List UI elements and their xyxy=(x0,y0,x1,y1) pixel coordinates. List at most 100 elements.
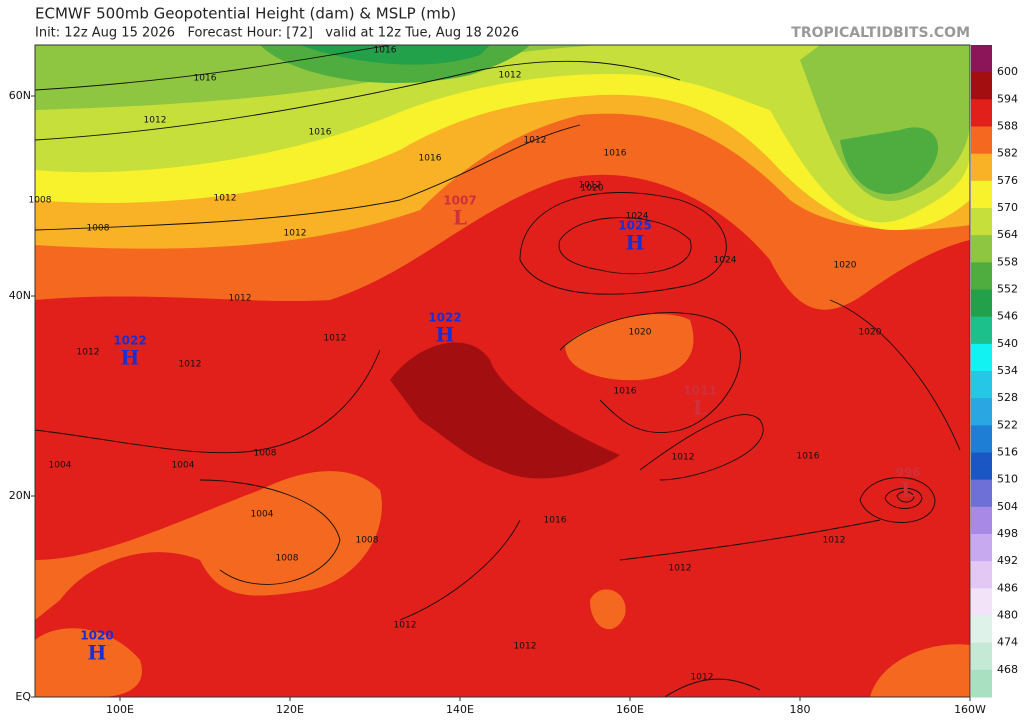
colorbar-swatch xyxy=(971,479,992,508)
center-letter: L xyxy=(453,206,467,230)
colorbar-swatch xyxy=(971,153,992,182)
colorbar-label: 522 xyxy=(997,418,1018,431)
contour-label: 1016 xyxy=(419,154,442,164)
colorbar-label: 588 xyxy=(997,120,1018,133)
contour-label: 1024 xyxy=(626,212,649,222)
colorbar-swatch xyxy=(971,506,992,535)
colorbar-swatch xyxy=(971,126,992,155)
contour-label: 1012 xyxy=(144,116,167,126)
contour-label: 1012 xyxy=(214,194,237,204)
center-pressure: 1020 xyxy=(80,629,113,643)
colorbar-swatch xyxy=(971,180,992,209)
contour-label: 1012 xyxy=(324,334,347,344)
lat-label: 20N xyxy=(9,489,31,502)
colorbar-label: 582 xyxy=(997,147,1018,160)
colorbar-label: 468 xyxy=(997,663,1018,676)
contour-label: 1008 xyxy=(29,196,52,206)
contour-label: 1012 xyxy=(672,453,695,463)
colorbar-swatch xyxy=(971,72,992,100)
lon-label: 160W xyxy=(954,703,986,716)
contour-label: 1020 xyxy=(581,184,604,194)
colorbar-swatch xyxy=(971,343,992,372)
colorbar-swatch xyxy=(971,289,992,318)
colorbar-label: 546 xyxy=(997,310,1018,323)
contour-label: 1012 xyxy=(284,229,307,239)
credit: TROPICALTIDBITS.COM xyxy=(791,25,970,41)
colorbar-label: 504 xyxy=(997,500,1018,513)
colorbar-label: 576 xyxy=(997,174,1018,187)
lon-label: 160E xyxy=(616,703,644,716)
center-pressure: 1025 xyxy=(618,219,651,233)
contour-label: 1020 xyxy=(629,328,652,338)
contour-label: 1008 xyxy=(254,449,277,459)
center-pressure: 996 xyxy=(895,466,920,480)
contour-label: 1016 xyxy=(604,149,627,159)
colorbar-swatch xyxy=(971,452,992,481)
colorbar-swatch xyxy=(971,669,992,698)
title: ECMWF 500mb Geopotential Height (dam) & … xyxy=(35,5,456,23)
map-frame xyxy=(34,44,971,698)
colorbar-label: 534 xyxy=(997,364,1018,377)
colorbar-label: 474 xyxy=(997,636,1018,649)
contour-label: 1020 xyxy=(834,261,857,271)
map-field xyxy=(35,45,970,697)
contour-label: 1008 xyxy=(356,536,379,546)
lon-label: 140E xyxy=(446,703,474,716)
colorbar-label: 540 xyxy=(997,337,1018,350)
colorbar-label: 498 xyxy=(997,527,1018,540)
colorbar-label: 594 xyxy=(997,92,1018,105)
colorbar-swatch xyxy=(971,398,992,426)
colorbar: 600 594 588 582 576 570 564 558 552 546 540 534 528 5… xyxy=(971,45,1018,698)
colorbar-swatch xyxy=(971,561,992,589)
contour-label: 1004 xyxy=(49,461,72,471)
colorbar-swatch xyxy=(971,642,992,671)
colorbar-swatch xyxy=(971,371,992,399)
center-letter: H xyxy=(88,641,107,665)
center-pressure: 1011 xyxy=(683,384,716,398)
contour-label: 1012 xyxy=(394,621,417,631)
lon-label: 180 xyxy=(790,703,811,716)
contour-label: 1012 xyxy=(499,71,522,81)
lon-label: 100E xyxy=(106,703,134,716)
center-pressure: 1007 xyxy=(443,194,476,208)
colorbar-swatch xyxy=(971,235,992,263)
center-letter: L xyxy=(693,396,707,420)
colorbar-label: 492 xyxy=(997,554,1018,567)
contour-label: 1016 xyxy=(309,128,332,138)
lon-label: 120E xyxy=(276,703,304,716)
contour-label: 1008 xyxy=(87,224,110,234)
colorbar-label: 516 xyxy=(997,446,1018,459)
contour-label: 1024 xyxy=(714,256,737,266)
colorbar-label: 480 xyxy=(997,609,1018,622)
contour-label: 1012 xyxy=(524,136,547,146)
center-letter: L xyxy=(901,478,915,502)
colorbar-label: 570 xyxy=(997,201,1018,214)
contour-label: 1012 xyxy=(579,181,602,191)
contour-label: 1012 xyxy=(691,673,714,683)
contour-label: 1012 xyxy=(823,536,846,546)
center-letter: H xyxy=(121,346,140,370)
contour-label: 1016 xyxy=(194,74,217,84)
contour-label: 1016 xyxy=(614,387,637,397)
contour-label: 1012 xyxy=(669,564,692,574)
contour-label: 1016 xyxy=(374,46,397,56)
colorbar-swatch xyxy=(971,425,992,453)
center-letter: H xyxy=(626,231,645,255)
lat-label: EQ xyxy=(15,690,31,703)
colorbar-swatch xyxy=(971,316,992,345)
colorbar-swatch xyxy=(971,99,992,127)
contour-label: 1008 xyxy=(276,554,299,564)
colorbar-label: 558 xyxy=(997,255,1018,268)
colorbar-swatch xyxy=(971,534,992,562)
colorbar-swatch xyxy=(971,262,992,290)
colorbar-swatch xyxy=(971,615,992,644)
center-letter: H xyxy=(436,323,455,347)
contour-label: 1004 xyxy=(251,510,274,520)
colorbar-swatch xyxy=(971,208,992,236)
contour-label: 1012 xyxy=(77,348,100,358)
colorbar-label: 510 xyxy=(997,473,1018,486)
contour-label: 1012 xyxy=(514,642,537,652)
contour-label: 1012 xyxy=(179,360,202,370)
lat-label: 40N xyxy=(9,289,31,302)
